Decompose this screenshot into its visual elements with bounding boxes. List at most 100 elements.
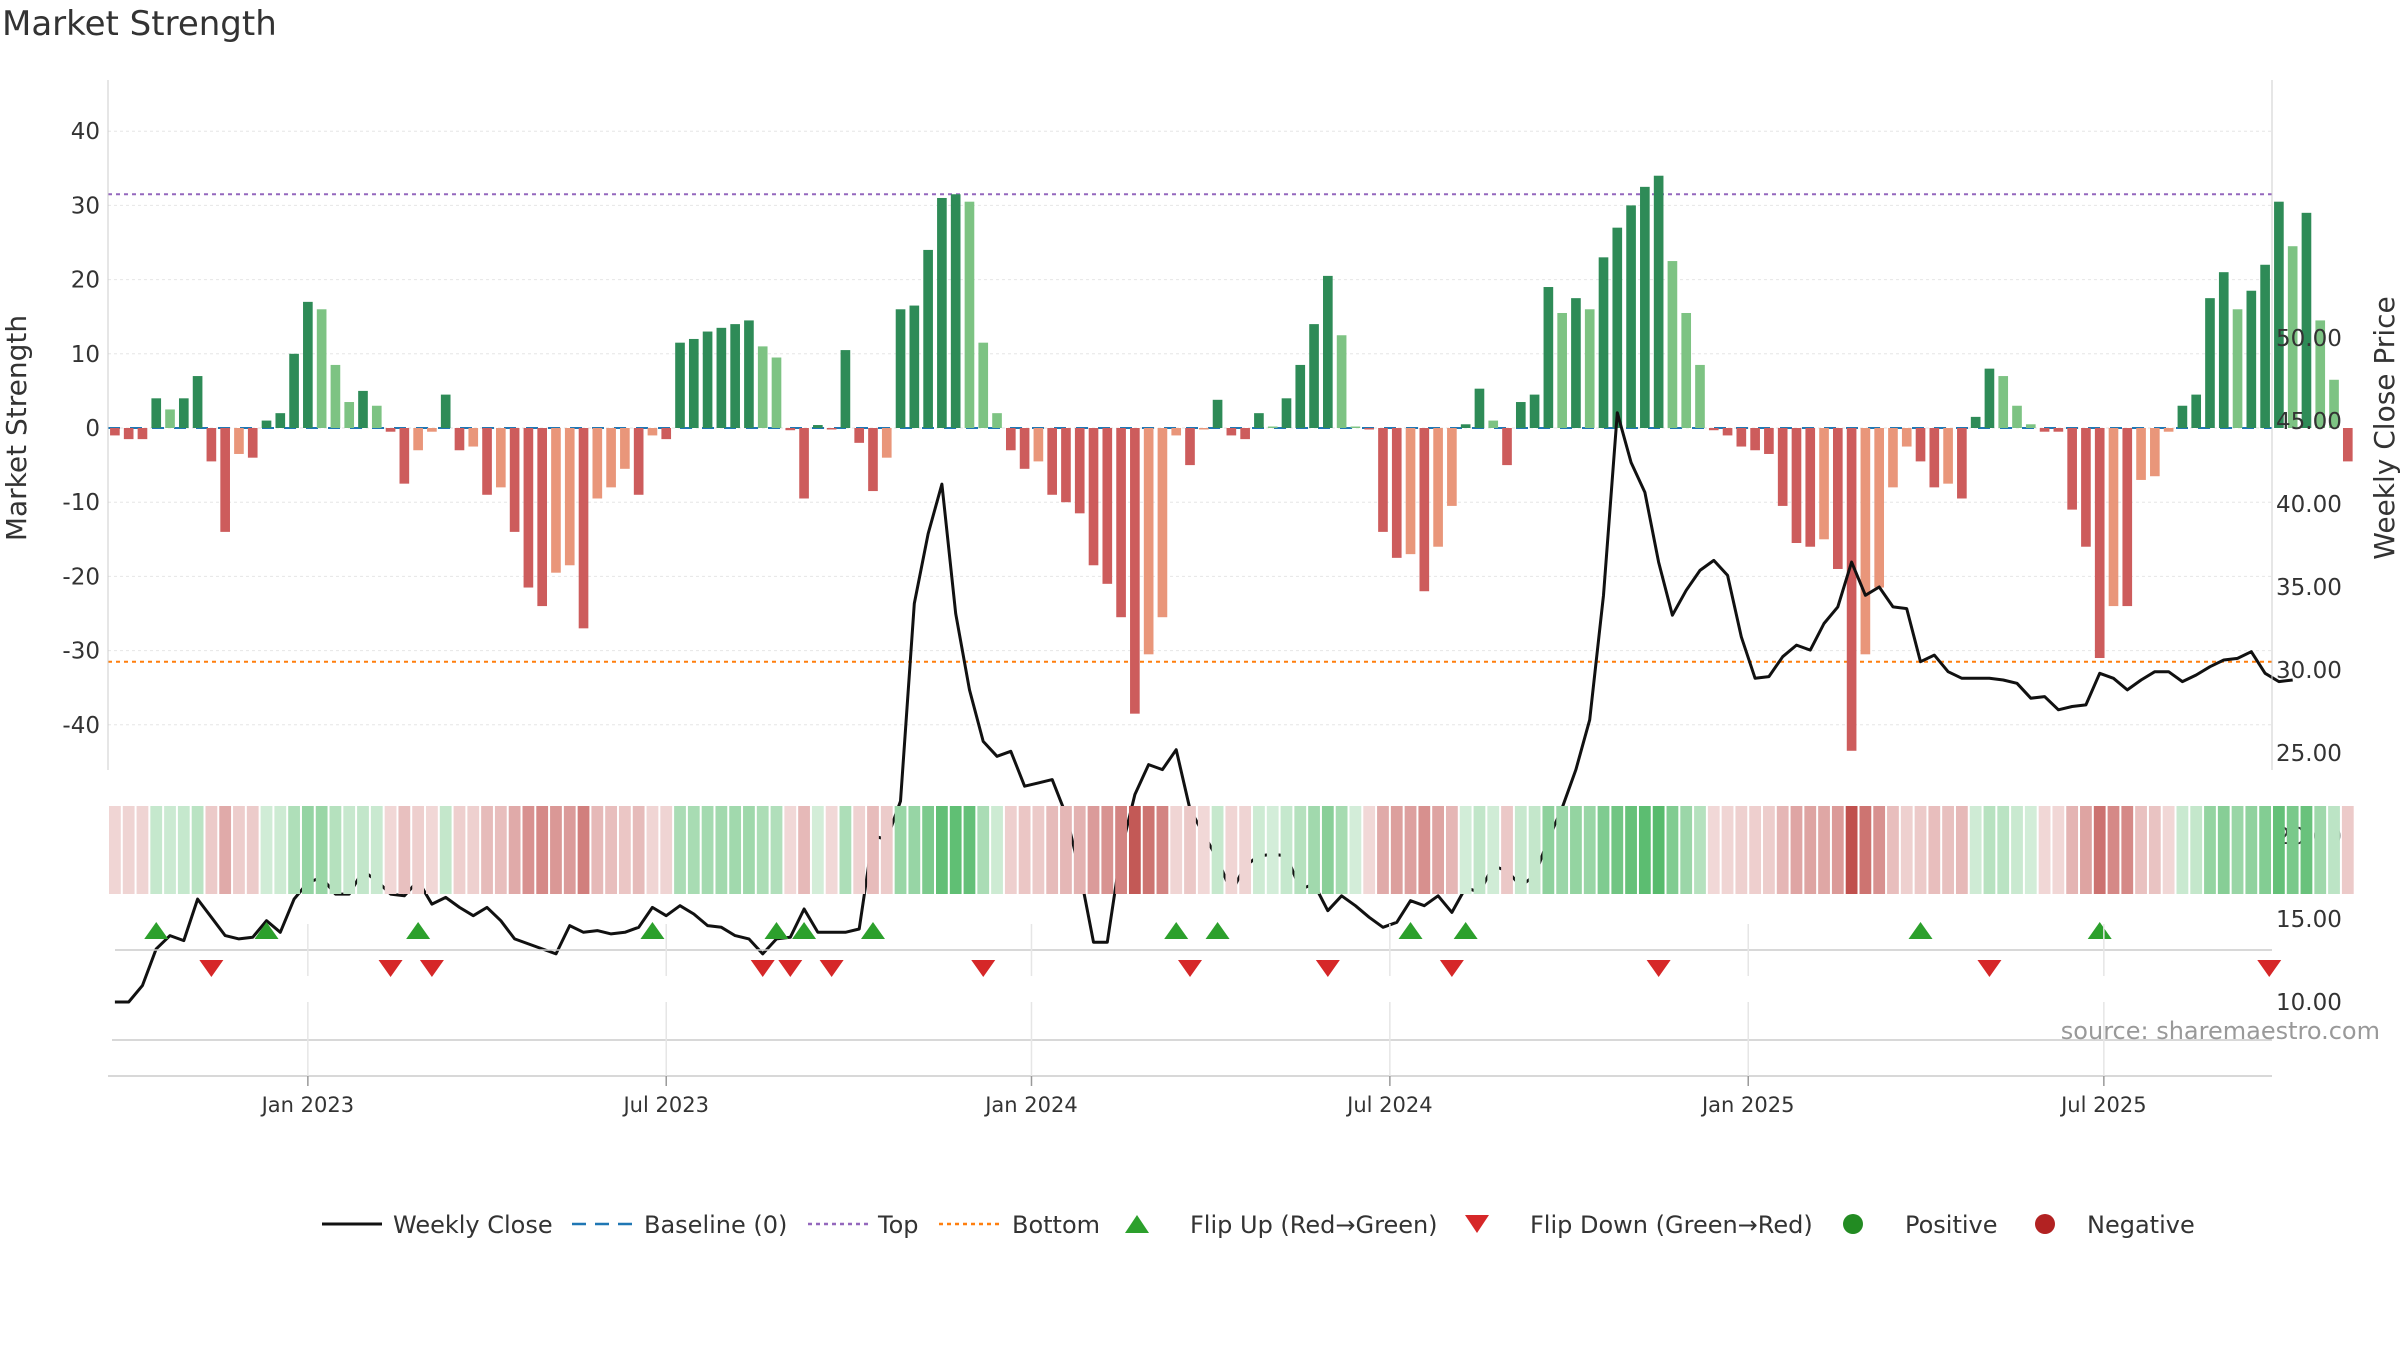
heat-cell	[1859, 806, 1872, 894]
heat-cell	[315, 806, 328, 894]
strength-bar	[2232, 309, 2243, 428]
legend-label: Positive	[1905, 1211, 1998, 1239]
heat-cell	[205, 806, 218, 894]
date-tick-label: Jul 2023	[621, 1093, 708, 1117]
strength-bar	[1901, 428, 1912, 447]
heat-cell	[1666, 806, 1679, 894]
strength-bar	[2191, 394, 2202, 428]
heat-cell	[1294, 806, 1307, 894]
heat-cell	[2066, 806, 2079, 894]
heat-cell	[2107, 806, 2120, 894]
strength-bar	[2081, 428, 2091, 547]
heat-cell	[1101, 806, 1114, 894]
strength-bar	[371, 405, 382, 428]
strength-bar	[2025, 424, 2036, 428]
strength-bar	[1391, 428, 1402, 558]
strength-bar	[2163, 428, 2174, 432]
heat-cell	[426, 806, 438, 894]
strength-bar	[647, 428, 658, 436]
strength-bar	[1695, 364, 1705, 428]
heat-strip	[109, 806, 2354, 894]
strength-bar	[247, 428, 258, 458]
strength-bar	[1929, 428, 1940, 488]
heat-cell	[1735, 806, 1748, 894]
heat-cell	[301, 806, 314, 894]
heat-cell	[288, 806, 300, 894]
y-tick-label: 0	[85, 416, 100, 442]
strength-bar	[964, 201, 975, 428]
y-right-tick-label: 35.00	[2276, 575, 2342, 601]
heat-cell	[2135, 806, 2147, 894]
y-tick-label: 20	[71, 268, 100, 294]
strength-bar	[2218, 272, 2229, 428]
strength-bar	[275, 413, 286, 428]
heat-cell	[1969, 806, 1982, 894]
heat-cell	[1983, 806, 1996, 894]
heat-cell	[2011, 806, 2023, 894]
flip-markers	[112, 922, 2282, 1041]
heat-cell	[453, 806, 466, 894]
strength-bar	[316, 309, 327, 428]
heat-cell	[2341, 806, 2354, 894]
flip-up-marker	[640, 922, 665, 939]
flip-up-marker	[144, 922, 169, 939]
strength-bar	[178, 398, 189, 428]
strength-bar	[2329, 379, 2339, 428]
heat-cell	[1501, 806, 1513, 894]
strength-bar	[1226, 428, 1237, 436]
legend-label: Top	[877, 1211, 919, 1239]
heat-cell	[1928, 806, 1941, 894]
strength-bar	[1736, 428, 1747, 447]
heat-cell	[1239, 806, 1252, 894]
strength-bar	[868, 428, 878, 492]
flip-down-marker	[1439, 960, 1464, 977]
heat-cell	[370, 806, 383, 894]
heat-cell	[177, 806, 190, 894]
heat-cell	[1032, 806, 1045, 894]
heat-cell	[1804, 806, 1817, 894]
strength-bar	[1281, 398, 1292, 428]
strength-bar	[537, 428, 548, 607]
date-tick-label: Jul 2024	[1345, 1093, 1432, 1117]
strength-bar	[358, 390, 368, 428]
heat-cell	[2328, 806, 2340, 894]
strength-bar	[1267, 426, 1278, 429]
heat-cell	[1459, 806, 1472, 894]
heat-cell	[880, 806, 893, 894]
strength-bar	[110, 428, 120, 436]
strength-bar	[454, 428, 465, 451]
heat-cell	[536, 806, 549, 894]
strength-bar	[413, 428, 423, 451]
legend-item-positive: Positive	[1843, 1211, 1998, 1239]
heat-cell	[646, 806, 659, 894]
strength-bar	[978, 342, 989, 428]
strength-bar	[1708, 428, 1719, 431]
flip-down-marker	[750, 960, 775, 977]
legend-label: Bottom	[1012, 1211, 1100, 1239]
heat-cell	[136, 806, 149, 894]
heat-cell	[1073, 806, 1086, 894]
heat-cell	[1046, 806, 1059, 894]
heat-cell	[508, 806, 521, 894]
strength-bar	[165, 409, 175, 428]
heat-cell	[343, 806, 356, 894]
weekly-close-line	[114, 411, 2293, 1004]
strength-bar	[1791, 428, 1802, 544]
heat-cell	[1473, 806, 1486, 894]
legend-item-flip_up: Flip Up (Red→Green)	[1125, 1211, 1438, 1239]
date-axis: Jan 2023 Jul 2023 Jan 2024 Jul 2024 Jan 2025…	[108, 924, 2380, 1117]
strength-bar	[950, 194, 961, 428]
strength-bar	[702, 331, 713, 428]
strength-bar	[261, 420, 272, 428]
heat-cell	[1638, 806, 1651, 894]
heat-cell	[1404, 806, 1417, 894]
heat-cell	[522, 806, 535, 894]
flip-up-marker	[860, 922, 885, 939]
heat-cell	[1528, 806, 1541, 894]
heat-cell	[274, 806, 287, 894]
strength-bar	[813, 425, 823, 428]
strength-bar	[661, 428, 672, 440]
strength-bar	[2094, 428, 2105, 659]
heat-cell	[233, 806, 245, 894]
legend-item-baseline: Baseline (0)	[572, 1211, 787, 1239]
